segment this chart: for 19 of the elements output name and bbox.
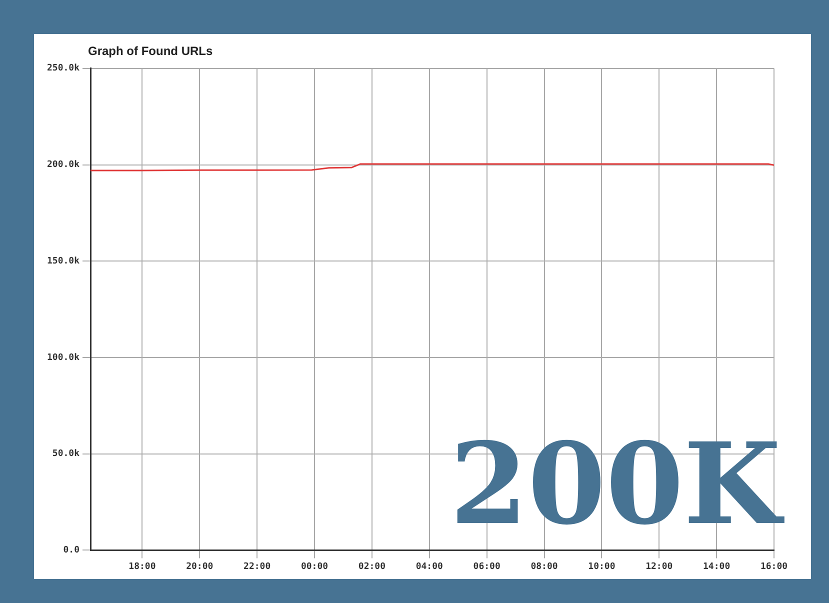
x-tick-label: 04:00 — [416, 562, 443, 572]
x-tick-label: 18:00 — [128, 562, 156, 572]
y-tick-label: 100.0k — [46, 352, 80, 363]
x-tick-label: 02:00 — [358, 562, 386, 572]
y-tick-label: 50.0k — [52, 449, 80, 460]
x-tick-label: 06:00 — [473, 562, 500, 572]
y-tick-label: 0.0 — [63, 546, 80, 556]
x-tick-label: 00:00 — [300, 562, 328, 572]
x-tick-label: 16:00 — [760, 562, 788, 572]
y-tick-label: 150.0k — [46, 256, 80, 266]
x-tick-label: 12:00 — [646, 562, 673, 572]
x-tick-label: 14:00 — [703, 562, 730, 572]
y-tick-label: 250.0k — [46, 64, 80, 74]
x-tick-label: 10:00 — [588, 562, 616, 572]
x-tick-label: 22:00 — [244, 562, 271, 572]
x-tick-label: 08:00 — [530, 562, 558, 572]
x-tick-label: 20:00 — [186, 562, 214, 572]
y-tick-label: 200.0k — [46, 160, 80, 170]
chart-title: Graph of Found URLs — [88, 44, 213, 58]
